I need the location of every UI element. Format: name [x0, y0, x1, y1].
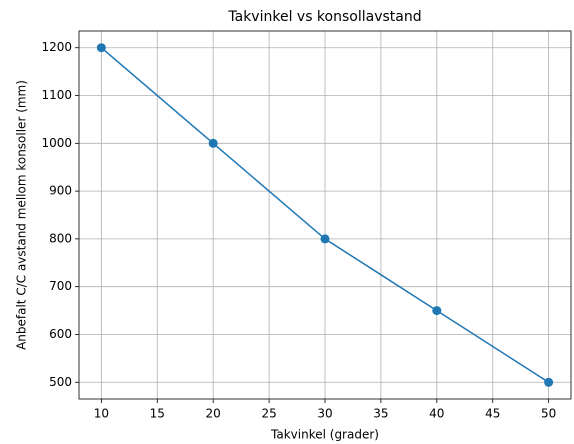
marker [208, 138, 218, 148]
x-tick-label: 50 [541, 407, 556, 421]
x-tick-label: 10 [94, 407, 109, 421]
marker [320, 234, 330, 244]
y-axis-label: Anbefalt C/C avstand mellom konsoller (m… [15, 80, 29, 350]
x-axis-label: Takvinkel (grader) [270, 428, 379, 442]
marker [544, 377, 554, 387]
y-tick-label: 1000 [41, 136, 72, 150]
x-tick-label: 45 [485, 407, 500, 421]
y-tick-label: 1200 [41, 40, 72, 54]
y-tick-label: 800 [49, 231, 72, 245]
x-tick-label: 20 [206, 407, 221, 421]
chart-title: Takvinkel vs konsollavstand [227, 9, 421, 25]
x-tick-label: 25 [261, 407, 276, 421]
plot-frame [78, 30, 572, 400]
x-tick-label: 40 [429, 407, 444, 421]
marker [432, 306, 442, 316]
y-tick-label: 600 [49, 327, 72, 341]
y-tick-label: 900 [49, 184, 72, 198]
y-tick-label: 700 [49, 279, 72, 293]
x-tick-label: 30 [317, 407, 332, 421]
marker [96, 43, 106, 53]
x-tick-label: 35 [373, 407, 388, 421]
y-tick-label: 1100 [41, 88, 72, 102]
x-tick-label: 15 [150, 407, 165, 421]
y-tick-label: 500 [49, 375, 72, 389]
